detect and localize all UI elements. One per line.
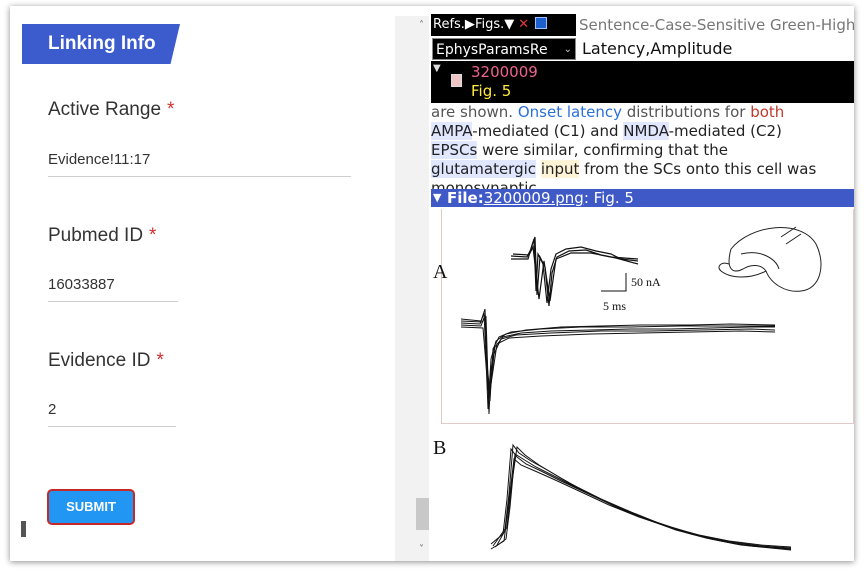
highlight-nmda: NMDA — [623, 122, 669, 140]
save-icon[interactable] — [451, 74, 462, 87]
grid-icon[interactable] — [535, 17, 548, 29]
linking-form: Linking Info Active Range * Evidence!11:1… — [10, 6, 395, 561]
text-span: -mediated (C2) — [668, 122, 782, 140]
close-icon[interactable]: ✕ — [518, 17, 530, 32]
highlight-input: input — [540, 160, 580, 178]
figure-traces — [460, 226, 822, 551]
disclosure-triangle-icon[interactable]: ▼ — [433, 63, 441, 74]
param-select-value: EphysParamsRe — [436, 42, 548, 58]
resize-handle[interactable] — [21, 521, 26, 537]
article-text: are shown. Onset latency distributions f… — [431, 103, 854, 198]
file-suffix: : Fig. 5 — [583, 189, 634, 207]
required-mark: * — [149, 225, 157, 246]
required-mark: * — [167, 99, 175, 120]
document-viewer: Refs.▶Figs.▼ ✕ Sentence-Case-Sensitive Gr… — [431, 6, 854, 561]
scroll-down-icon[interactable]: ˅ — [419, 544, 424, 555]
popup-pmid[interactable]: 3200009 — [471, 63, 538, 81]
scrollbar-thumb[interactable] — [416, 498, 429, 530]
highlight-epscs: EPSCs — [431, 141, 478, 159]
file-bar: ▼ File:3200009.png: Fig. 5 — [431, 189, 854, 207]
disclosure-triangle-icon[interactable]: ▼ — [433, 191, 442, 204]
figure-image: A B 50 nA 5 ms — [431, 209, 854, 561]
hippocampus-diagram — [718, 226, 822, 292]
panel-a-label: A — [433, 261, 448, 283]
inset-traces — [510, 236, 639, 307]
highlight-glutamatergic: glutamatergic — [431, 160, 537, 178]
active-range-label: Active Range * — [48, 99, 174, 121]
chevron-down-icon: ⌄ — [563, 44, 572, 55]
pubmed-id-label: Pubmed ID * — [48, 225, 156, 247]
text-span: from the SCs onto this cell was — [579, 160, 817, 178]
panel-b-traces — [490, 443, 792, 551]
text-span: -mediated (C1) and — [472, 122, 624, 140]
form-title: Linking Info — [22, 24, 180, 64]
required-mark: * — [156, 350, 164, 371]
text-span: distributions for — [621, 103, 751, 121]
scale-bar-time-label: 5 ms — [603, 299, 627, 313]
param-list-text: Latency,Amplitude — [582, 39, 733, 58]
figure-panel-a-frame — [441, 209, 854, 424]
refs-toggle[interactable]: Refs.▶ — [433, 17, 475, 32]
text-span: both — [750, 103, 785, 121]
text-span: were similar, confirming that the — [477, 141, 728, 159]
panel-b-label: B — [433, 437, 447, 459]
evidence-id-label-text: Evidence ID — [48, 350, 151, 371]
file-link[interactable]: 3200009.png — [483, 189, 584, 207]
scroll-track[interactable] — [395, 16, 429, 561]
text-span: are shown. — [431, 103, 518, 121]
figs-toggle[interactable]: Figs.▼ — [474, 17, 515, 32]
active-range-label-text: Active Range — [48, 99, 162, 120]
file-prefix: File: — [447, 189, 484, 207]
submit-button[interactable]: SUBMIT — [47, 489, 135, 525]
param-row: EphysParamsRe ⌄ Latency,Amplitude — [431, 38, 854, 62]
highlight-mode-text: Sentence-Case-Sensitive Green-High — [579, 16, 854, 34]
toolbar-controls: Refs.▶Figs.▼ ✕ — [431, 14, 576, 36]
highlight-ampa: AMPA — [431, 122, 473, 140]
param-select[interactable]: EphysParamsRe ⌄ — [432, 38, 576, 60]
pubmed-id-field[interactable]: 16033887 — [48, 276, 178, 302]
popup-fig-label[interactable]: Fig. 5 — [471, 82, 512, 100]
viewer-toolbar: Refs.▶Figs.▼ ✕ Sentence-Case-Sensitive Gr… — [431, 14, 854, 36]
panel-a-traces — [460, 308, 776, 415]
scroll-up-icon[interactable]: ˄ — [419, 20, 424, 31]
pubmed-id-label-text: Pubmed ID — [48, 225, 144, 246]
active-range-field[interactable]: Evidence!11:17 — [48, 151, 351, 177]
evidence-id-label: Evidence ID * — [48, 350, 164, 372]
figure-popup[interactable]: ▼ 3200009 Fig. 5 — [431, 61, 854, 103]
text-span: Onset latency — [517, 103, 622, 121]
app-frame: Linking Info Active Range * Evidence!11:1… — [10, 6, 854, 561]
evidence-id-field[interactable]: 2 — [48, 401, 176, 427]
scale-bar — [601, 273, 627, 292]
scale-bar-current-label: 50 nA — [631, 275, 661, 289]
